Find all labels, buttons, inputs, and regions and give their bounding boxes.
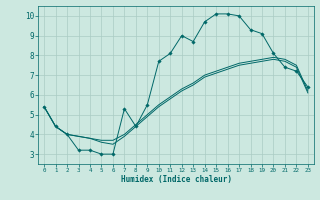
X-axis label: Humidex (Indice chaleur): Humidex (Indice chaleur) — [121, 175, 231, 184]
